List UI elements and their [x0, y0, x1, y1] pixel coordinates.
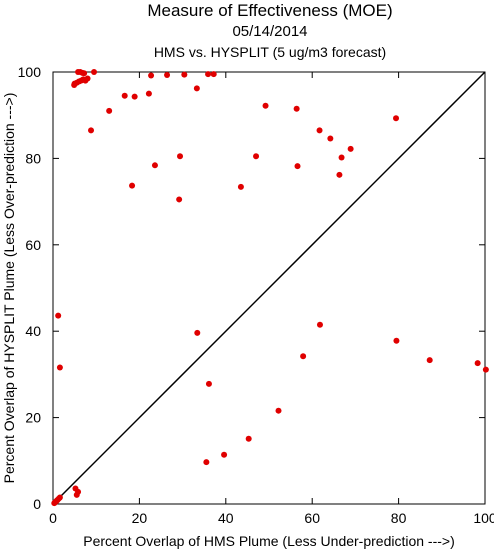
data-point — [245, 435, 252, 442]
data-point — [203, 459, 210, 466]
data-point — [193, 85, 200, 92]
data-point — [293, 105, 300, 112]
x-tick-label: 40 — [218, 510, 234, 526]
data-point — [194, 329, 201, 336]
data-point — [131, 93, 138, 100]
data-point — [121, 92, 128, 99]
x-tick-label: 100 — [473, 510, 494, 526]
data-point — [205, 71, 212, 78]
y-tick-label: 60 — [25, 237, 41, 253]
y-tick-label: 80 — [25, 150, 41, 166]
data-point — [336, 171, 343, 178]
data-point — [51, 500, 58, 507]
data-point — [148, 72, 155, 79]
data-point — [73, 491, 80, 498]
data-point — [347, 145, 354, 152]
x-axis-label: Percent Overlap of HMS Plume (Less Under… — [83, 533, 455, 549]
data-point — [151, 162, 158, 169]
y-tick-label: 20 — [25, 410, 41, 426]
data-point — [338, 154, 345, 161]
y-tick-label: 100 — [18, 64, 42, 80]
chart-subtitle-comparison: HMS vs. HYSPLIT (5 ug/m3 forecast) — [154, 44, 386, 60]
x-tick-label: 80 — [391, 510, 407, 526]
data-point — [55, 312, 62, 319]
y-axis-label: Percent Overlap of HYSPLIT Plume (Less O… — [1, 93, 17, 484]
data-point — [327, 135, 334, 142]
data-point — [426, 357, 433, 364]
y-tick-label: 0 — [33, 496, 41, 512]
data-point — [474, 360, 481, 367]
data-point — [129, 182, 136, 189]
data-point — [316, 127, 323, 134]
data-point — [176, 196, 183, 203]
x-tick-label: 0 — [49, 510, 57, 526]
one-to-one-reference-line — [52, 71, 486, 505]
x-tick-label: 20 — [132, 510, 148, 526]
data-point — [316, 321, 323, 328]
chart-subtitle-date: 05/14/2014 — [232, 23, 307, 40]
y-tick-label: 40 — [25, 323, 41, 339]
data-point — [221, 451, 228, 458]
data-point — [84, 75, 91, 82]
data-point — [262, 102, 269, 109]
data-point — [106, 107, 113, 114]
data-point — [237, 183, 244, 190]
data-point — [300, 353, 307, 360]
data-point — [205, 380, 212, 387]
x-tick-label: 60 — [304, 510, 320, 526]
data-point — [482, 366, 489, 373]
data-point — [145, 90, 152, 97]
data-point — [177, 153, 184, 160]
data-point — [275, 407, 282, 414]
data-point — [393, 337, 400, 344]
data-point — [253, 153, 260, 160]
chart-title: Measure of Effectiveness (MOE) — [147, 1, 392, 20]
data-point — [393, 115, 400, 122]
data-point — [88, 127, 95, 134]
data-point — [81, 70, 88, 77]
data-point — [210, 71, 217, 78]
data-point — [164, 72, 171, 79]
data-point — [294, 163, 301, 170]
data-point — [71, 81, 78, 88]
data-point — [91, 69, 98, 75]
plot-frame — [52, 71, 486, 505]
data-point — [56, 364, 63, 371]
data-point — [181, 71, 188, 78]
